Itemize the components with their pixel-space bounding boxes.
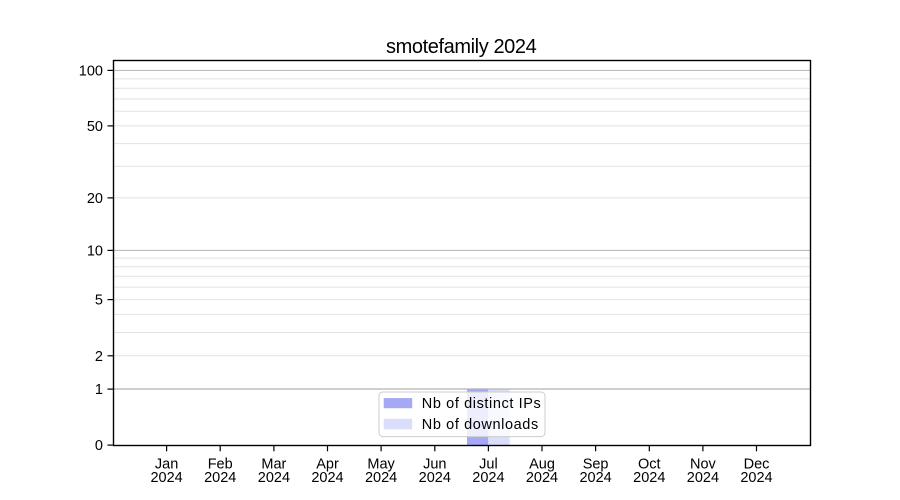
svg-text:smotefamily 2024: smotefamily 2024	[386, 36, 537, 58]
svg-text:Jun: Jun	[423, 456, 446, 472]
svg-text:2024: 2024	[419, 470, 451, 486]
svg-text:Feb: Feb	[208, 456, 233, 472]
svg-text:10: 10	[87, 243, 103, 259]
svg-text:2024: 2024	[472, 470, 504, 486]
svg-text:2024: 2024	[687, 470, 719, 486]
svg-text:2024: 2024	[311, 470, 343, 486]
svg-text:Jul: Jul	[479, 456, 498, 472]
svg-text:Sep: Sep	[583, 456, 609, 472]
svg-text:0: 0	[95, 438, 103, 454]
svg-text:1: 1	[95, 382, 103, 398]
svg-text:5: 5	[95, 293, 103, 309]
svg-text:Jan: Jan	[155, 456, 178, 472]
svg-text:Dec: Dec	[744, 456, 770, 472]
svg-text:May: May	[367, 456, 395, 472]
svg-text:2024: 2024	[579, 470, 611, 486]
svg-text:Aug: Aug	[529, 456, 555, 472]
svg-text:2: 2	[95, 349, 103, 365]
svg-text:Mar: Mar	[261, 456, 286, 472]
svg-text:2024: 2024	[633, 470, 665, 486]
svg-text:2024: 2024	[526, 470, 558, 486]
svg-text:100: 100	[79, 63, 103, 79]
svg-text:Nb of downloads: Nb of downloads	[422, 417, 539, 433]
svg-text:2024: 2024	[204, 470, 236, 486]
svg-text:Nov: Nov	[690, 456, 717, 472]
svg-text:2024: 2024	[258, 470, 290, 486]
svg-text:Apr: Apr	[316, 456, 339, 472]
svg-text:20: 20	[87, 191, 103, 207]
svg-text:2024: 2024	[150, 470, 182, 486]
svg-text:2024: 2024	[740, 470, 772, 486]
svg-text:Nb of distinct IPs: Nb of distinct IPs	[422, 396, 542, 412]
svg-text:2024: 2024	[365, 470, 397, 486]
svg-text:Oct: Oct	[638, 456, 661, 472]
svg-text:50: 50	[87, 119, 103, 135]
